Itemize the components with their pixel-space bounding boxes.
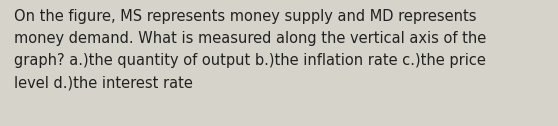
Text: On the figure, MS represents money supply and MD represents
money demand. What i: On the figure, MS represents money suppl… (14, 9, 486, 90)
